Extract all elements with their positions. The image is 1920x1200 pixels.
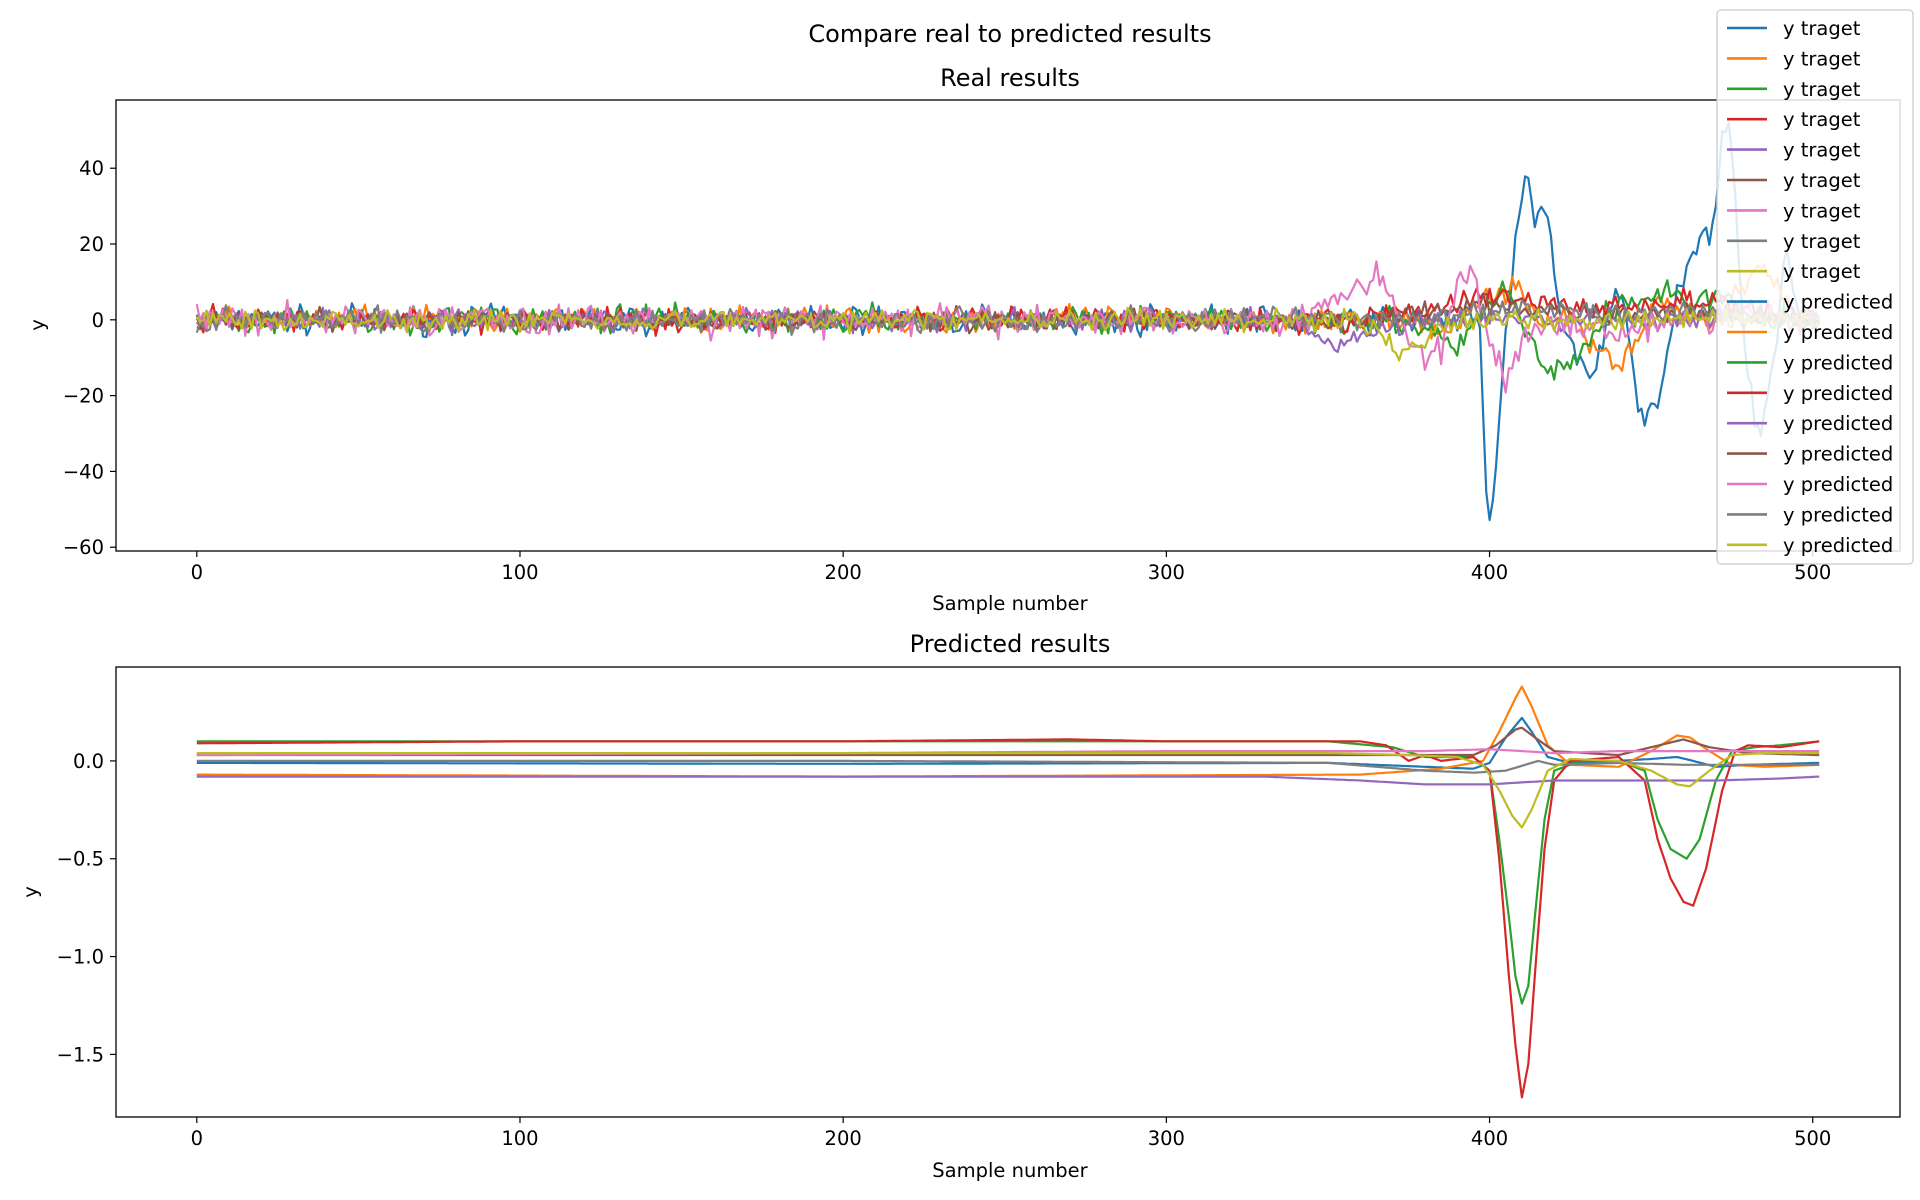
x-tick-label: 200 (825, 1127, 862, 1150)
y-tick-label: −0.5 (57, 848, 104, 871)
series-line-predicted-5 (196, 775, 1820, 786)
legend-label: y predicted (1783, 321, 1893, 344)
series-line-target-9 (195, 306, 1820, 362)
legend-label: y traget (1783, 260, 1861, 283)
x-tick-label: 500 (1794, 561, 1831, 584)
y-tick-label: 0.0 (73, 750, 104, 773)
legend-label: y predicted (1783, 412, 1893, 435)
predicted-results-plot-area (196, 685, 1820, 1099)
y-tick-label: −20 (63, 385, 104, 408)
y-tick-label: −1.0 (57, 946, 104, 969)
real-results-xlabel: Sample number (932, 592, 1088, 615)
y-tick-label: 40 (79, 157, 104, 180)
legend: y traget y traget y traget y traget y traget… (1716, 9, 1914, 565)
predicted-results-frame (115, 666, 1901, 1118)
x-tick-label: 100 (501, 1127, 538, 1150)
x-tick-label: 300 (1148, 1127, 1185, 1150)
series-group (195, 121, 1821, 522)
legend-label: y predicted (1783, 291, 1893, 314)
series-line-predicted-1 (196, 716, 1820, 770)
series-line-predicted-8 (196, 759, 1820, 774)
predicted-results-ylabel: y (19, 886, 42, 898)
real-results-ylabel: y (26, 319, 49, 331)
legend-label: y traget (1783, 139, 1861, 162)
predicted-results-axes: Predicted results 0 100 200 300 400 500 0.0 −0.… (19, 630, 1901, 1182)
legend-label: y traget (1783, 199, 1861, 222)
y-tick-label: 20 (79, 233, 104, 256)
legend-label: y predicted (1783, 382, 1893, 405)
legend-label: y traget (1783, 169, 1861, 192)
series-line-predicted-9 (196, 752, 1820, 829)
legend-label: y traget (1783, 108, 1861, 131)
x-tick-label: 400 (1471, 1127, 1508, 1150)
x-tick-label: 0 (191, 561, 203, 584)
x-tick-label: 100 (501, 561, 538, 584)
legend-label: y traget (1783, 17, 1861, 40)
legend-label: y predicted (1783, 473, 1893, 496)
series-group (196, 685, 1820, 1099)
legend-label: y predicted (1783, 443, 1893, 466)
y-tick-label: −60 (63, 536, 104, 559)
y-tick-label: −40 (63, 460, 104, 483)
x-tick-label: 300 (1148, 561, 1185, 584)
predicted-results-title: Predicted results (910, 630, 1111, 658)
real-results-plot-area (195, 121, 1821, 522)
figure-suptitle: Compare real to predicted results (808, 20, 1211, 48)
x-tick-label: 500 (1794, 1127, 1831, 1150)
predicted-results-xlabel: Sample number (932, 1159, 1088, 1182)
x-tick-label: 400 (1471, 561, 1508, 584)
legend-label: y traget (1783, 230, 1861, 253)
y-tick-label: 0 (92, 309, 104, 332)
real-results-axes: Real results 0 100 200 300 400 50040200−20−40… (26, 64, 1901, 615)
x-tick-label: 200 (825, 561, 862, 584)
y-tick-label: −1.5 (57, 1043, 104, 1066)
x-tick-label: 0 (191, 1127, 203, 1150)
legend-label: y predicted (1783, 351, 1893, 374)
series-line-predicted-4 (196, 738, 1820, 1099)
predicted-results-ticks: 0 100 200 300 400 500 0.0 −0.5 −1.0 −1.5 (57, 750, 1832, 1150)
legend-label: y predicted (1783, 534, 1893, 557)
real-results-title: Real results (940, 64, 1080, 92)
legend-label: y traget (1783, 47, 1861, 70)
legend-items: y traget y traget y traget y traget y traget… (1727, 17, 1893, 557)
legend-label: y traget (1783, 78, 1861, 101)
legend-label: y predicted (1783, 503, 1893, 526)
